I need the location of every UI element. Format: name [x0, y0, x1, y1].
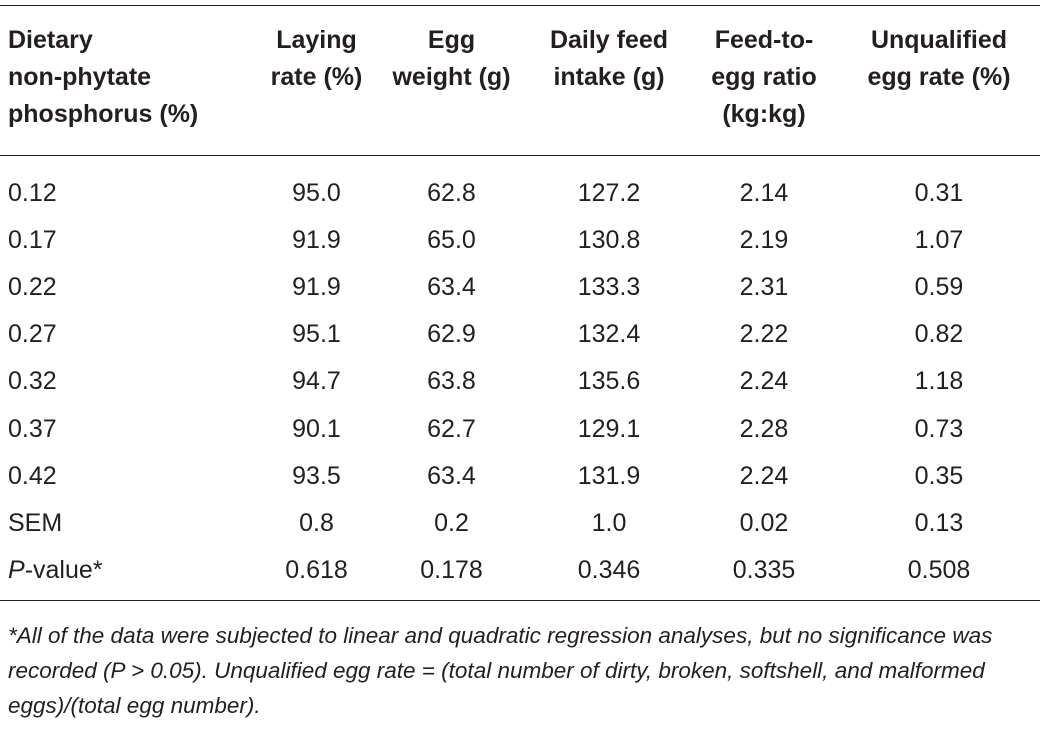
table-cell: 62.7: [427, 414, 476, 443]
column-header-line: non-phytate: [8, 63, 152, 91]
column-header-line: weight (g): [392, 63, 511, 91]
table-cell: 94.7: [292, 367, 341, 396]
table-cell: 132.4: [577, 320, 641, 349]
table-cell: 63.8: [427, 367, 476, 396]
table-row: 0.42 93.5 63.4 131.9 2.24 0.35: [0, 453, 1040, 500]
table-row: 0.32 94.7 63.8 135.6 2.24 1.18: [0, 358, 1040, 405]
table-cell: 130.8: [577, 226, 641, 255]
table-header: Dietary non-phytate phosphorus (%) Laying ra…: [0, 22, 1040, 133]
table-cell: 0.13: [914, 508, 964, 537]
column-header-line: egg ratio: [711, 63, 817, 91]
column-header-line: Dietary: [8, 26, 93, 54]
column-header-line: Egg: [427, 26, 476, 54]
table-row: 0.27 95.1 62.9 132.4 2.22 0.82: [0, 311, 1040, 358]
table-row: 0.22 91.9 63.4 133.3 2.31 0.59: [0, 264, 1040, 311]
column-header-line: (kg:kg): [722, 100, 806, 128]
pvalue-cell: 0.508: [907, 555, 971, 584]
row-label-cell: 0.17: [8, 226, 57, 255]
table-cell: 0.02: [739, 508, 789, 537]
row-label-cell: 0.22: [8, 273, 57, 302]
table-row: SEM 0.8 0.2 1.0 0.02 0.13: [0, 500, 1040, 547]
table-cell: 95.1: [292, 320, 341, 349]
table-cell: 0.73: [914, 414, 964, 443]
table-cell: 127.2: [577, 179, 641, 208]
table-cell: 63.4: [427, 461, 476, 490]
table-cell: 2.31: [739, 273, 789, 302]
bottom-rule: [0, 600, 1040, 601]
table-body: 0.12 95.0 62.8 127.2 2.14 0.31 0.17 91.9 65.0 130…: [0, 170, 1040, 594]
column-header-line: Laying: [276, 26, 357, 54]
table-cell: 91.9: [292, 273, 341, 302]
table-cell: 90.1: [292, 414, 341, 443]
column-header-line: phosphorus (%): [8, 100, 199, 128]
pvalue-label: P-value*: [0, 547, 258, 594]
column-header-3: Egg weight (g): [375, 22, 528, 133]
row-label-cell: SEM: [8, 508, 63, 537]
column-header-line: rate (%): [270, 63, 363, 91]
row-label-cell: 0.32: [8, 367, 57, 396]
column-header-line: Unqualified: [870, 26, 1008, 54]
pvalue-cell: 0.178: [420, 555, 483, 584]
header-rule: [0, 155, 1040, 156]
table-cell: 65.0: [427, 226, 476, 255]
table-row: 0.37 90.1 62.7 129.1 2.28 0.73: [0, 405, 1040, 452]
table-cell: 133.3: [577, 273, 641, 302]
table-cell: 2.24: [739, 461, 789, 490]
column-header-1: Dietary non-phytate phosphorus (%): [0, 22, 258, 133]
pvalue-label-rest: -value*: [24, 555, 103, 584]
table-cell: 2.19: [739, 226, 789, 255]
table-cell: 1.07: [914, 226, 964, 255]
table-cell: 0.82: [914, 320, 964, 349]
pvalue-cell: 0.335: [732, 555, 796, 584]
table-cell: 2.22: [739, 320, 789, 349]
table-cell: 1.0: [591, 508, 627, 537]
column-header-line: Feed-to-: [714, 26, 814, 54]
pvalue-cell: 0.346: [577, 555, 641, 584]
top-rule: [0, 5, 1040, 6]
table-cell: 135.6: [577, 367, 641, 396]
table-cell: 95.0: [292, 179, 341, 208]
table-cell: 2.24: [739, 367, 789, 396]
row-label-cell: 0.27: [8, 320, 57, 349]
table-footnote: *All of the data were subjected to linea…: [8, 623, 993, 718]
table-cell: 0.35: [914, 461, 964, 490]
table-cell: 62.9: [427, 320, 476, 349]
table-cell: 2.14: [739, 179, 789, 208]
column-header-4: Daily feed intake (g): [528, 22, 690, 133]
row-label-cell: 0.37: [8, 414, 57, 443]
pvalue-label-italic: P: [8, 555, 25, 584]
pvalue-cell: 0.618: [285, 555, 348, 584]
column-header-2: Laying rate (%): [258, 22, 375, 133]
table-cell: 0.59: [914, 273, 964, 302]
table-cell: 62.8: [427, 179, 476, 208]
table-row: 0.17 91.9 65.0 130.8 2.19 1.07: [0, 217, 1040, 264]
table-cell: 1.18: [914, 367, 964, 396]
column-header-line: Daily feed: [549, 26, 669, 54]
pvalue-row: P-value* 0.618 0.178 0.346 0.335 0.508: [0, 547, 1040, 594]
table-cell: 93.5: [292, 461, 341, 490]
column-header-6: Unqualified egg rate (%): [838, 22, 1040, 133]
table-cell: 129.1: [577, 414, 641, 443]
table-cell: 63.4: [427, 273, 476, 302]
header-row: Dietary non-phytate phosphorus (%) Laying ra…: [0, 22, 1040, 133]
column-header-5: Feed-to-egg ratio (kg:kg): [690, 22, 838, 133]
table-cell: 2.28: [739, 414, 789, 443]
row-label-cell: 0.12: [8, 179, 57, 208]
table-row: 0.12 95.0 62.8 127.2 2.14 0.31: [0, 170, 1040, 217]
column-header-line: intake (g): [553, 63, 665, 91]
table-cell: 0.2: [434, 508, 469, 537]
table-cell: 91.9: [292, 226, 341, 255]
table-cell: 0.8: [299, 508, 334, 537]
column-header-line: egg rate (%): [867, 63, 1011, 91]
table-cell: 0.31: [914, 179, 964, 208]
table-cell: 131.9: [577, 461, 641, 490]
row-label-cell: 0.42: [8, 461, 57, 490]
